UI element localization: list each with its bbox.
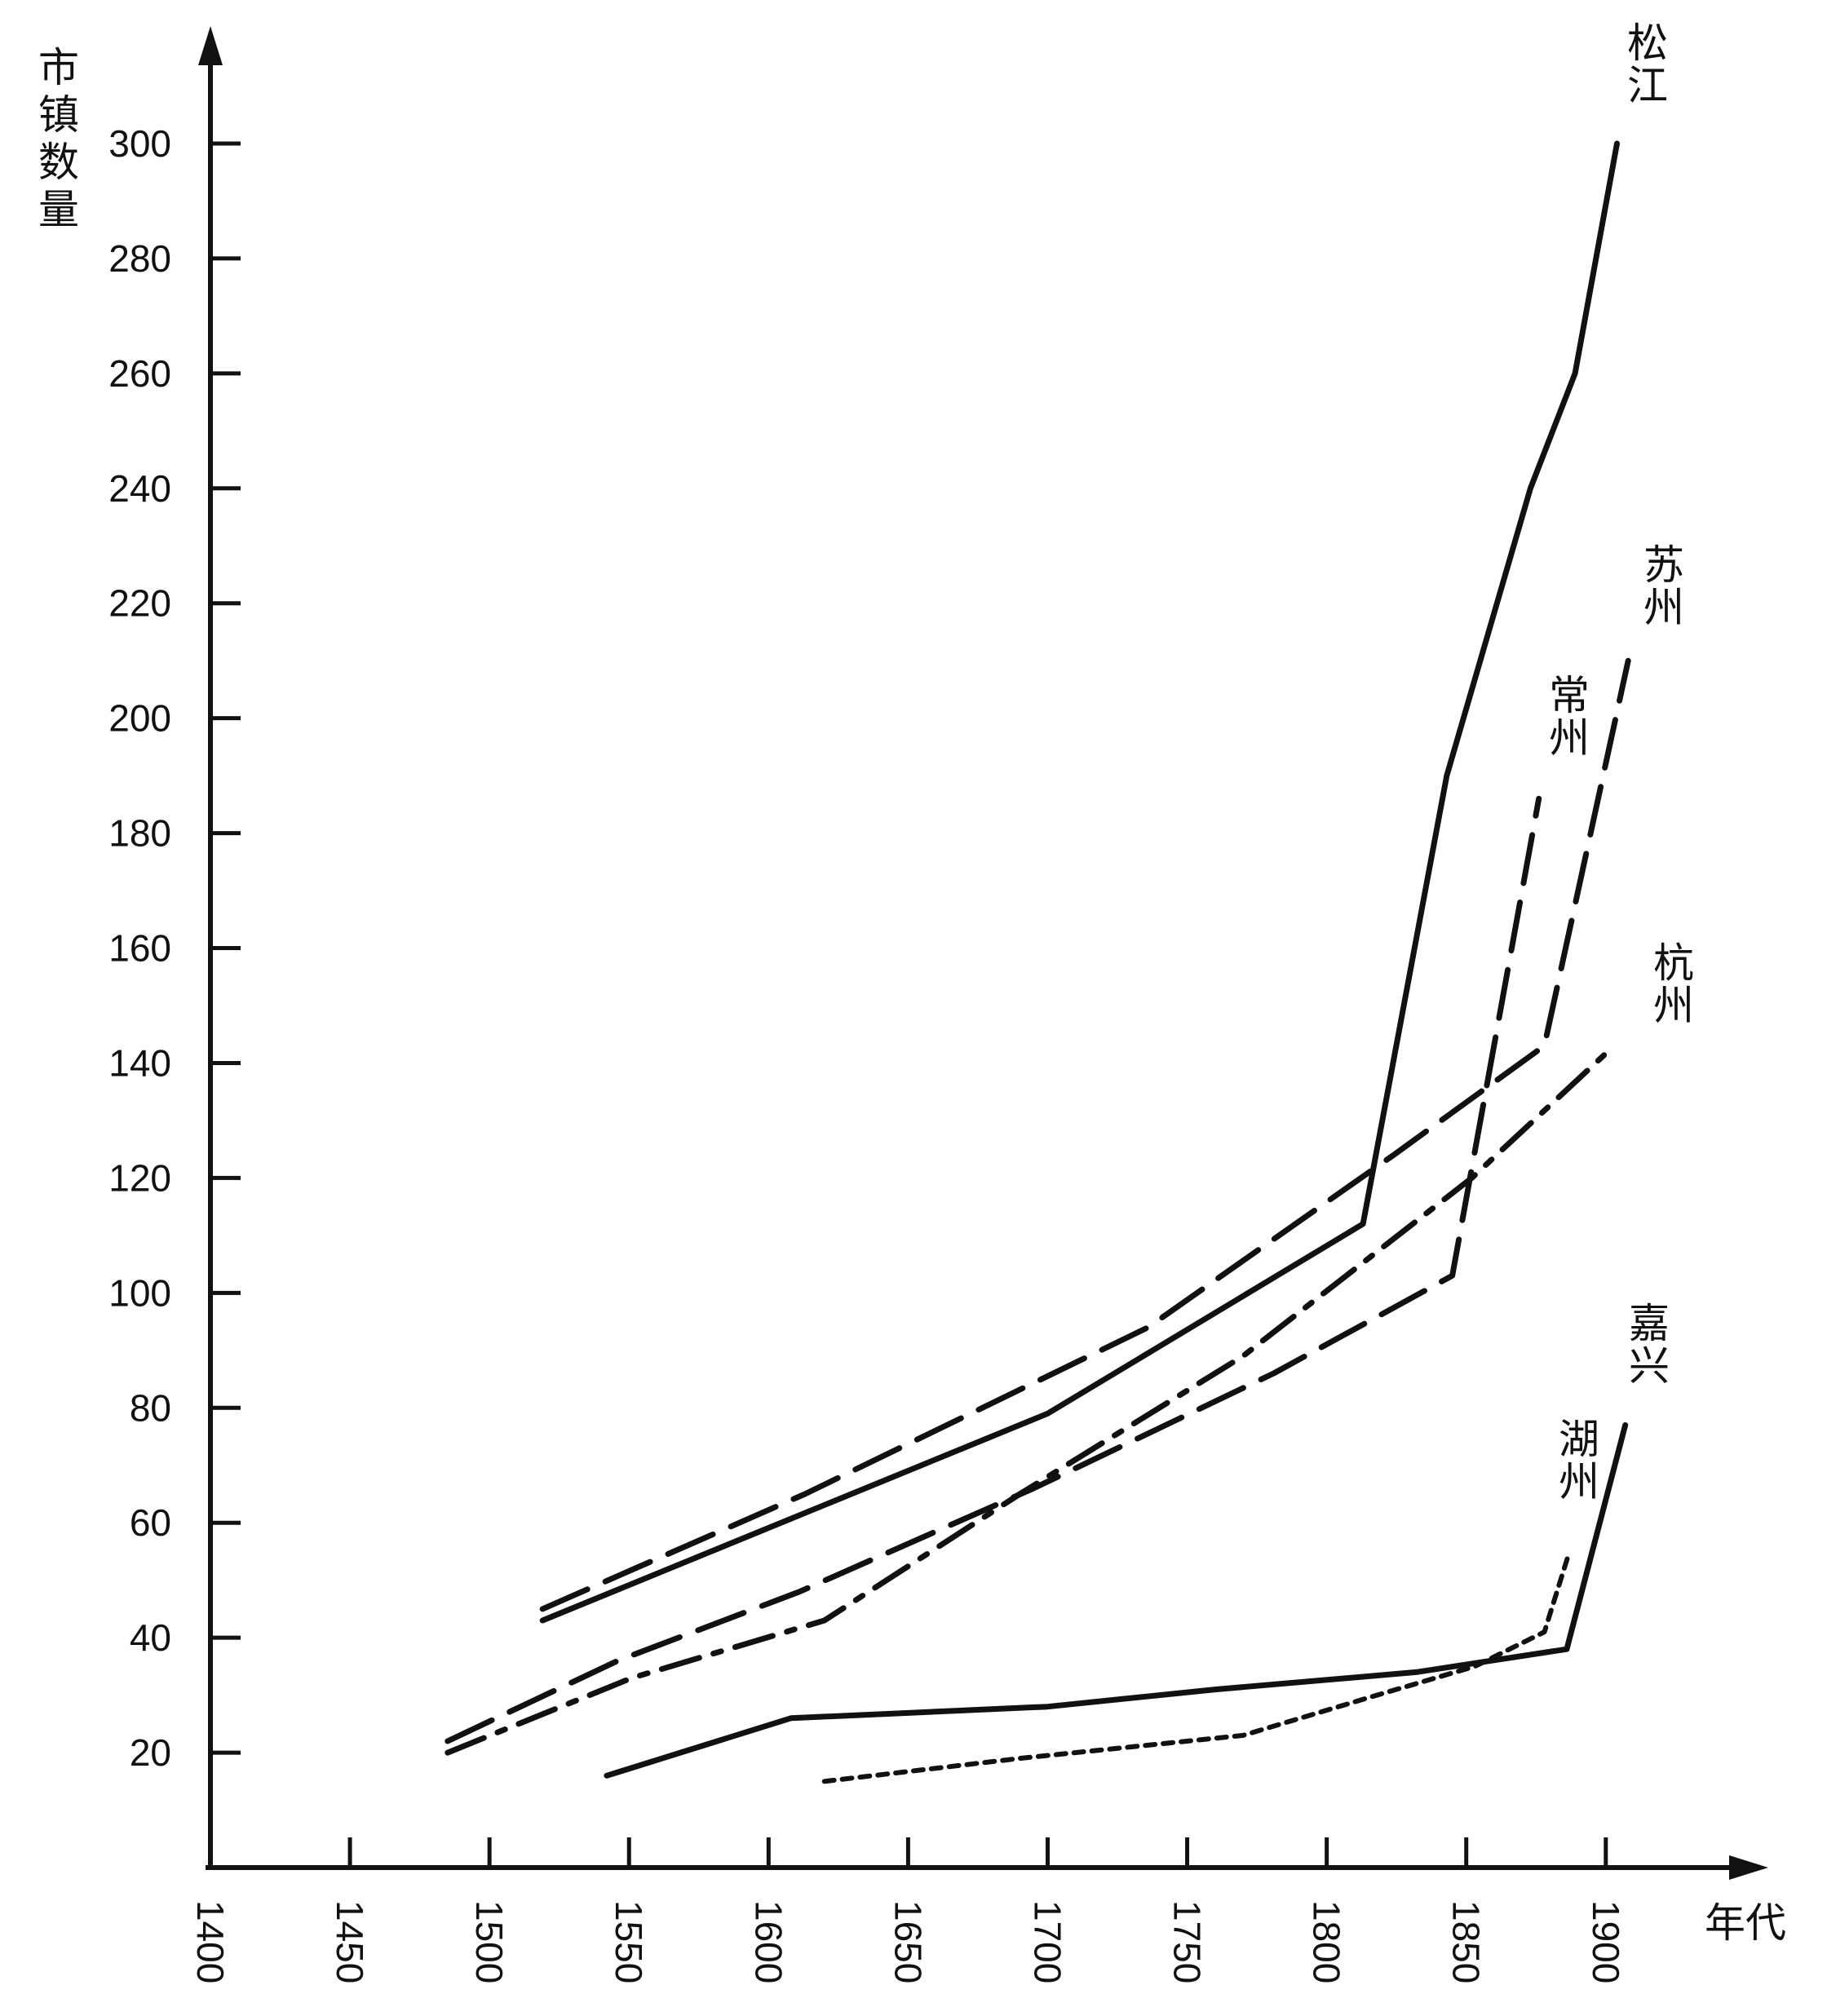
y-tick-label: 120	[108, 1156, 171, 1199]
series-label-1: 松江	[1627, 20, 1668, 108]
y-tick-label: 60	[130, 1501, 171, 1544]
series-label-6: 湖州	[1559, 1417, 1599, 1505]
series-line-1	[539, 140, 1620, 1624]
y-axis-arrow-icon	[198, 26, 223, 65]
y-tick-label: 20	[130, 1731, 171, 1774]
series-line-3	[445, 795, 1542, 1744]
series-line-5	[604, 1421, 1629, 1779]
series-layer	[445, 140, 1631, 1784]
y-tick-label: 200	[108, 697, 171, 740]
x-tick-label: 1500	[468, 1900, 511, 1983]
x-tick-label: 1800	[1306, 1900, 1348, 1983]
y-tick-label: 280	[108, 237, 171, 280]
x-ticks: 1400 1450 1500 1550 1600 1650 1700 1750 1800 1850…	[189, 1837, 1627, 1983]
y-tick-label: 300	[108, 122, 171, 165]
x-tick-label: 1750	[1166, 1900, 1209, 1983]
x-tick-label: 1450	[329, 1900, 371, 1983]
x-tick-label: 1700	[1026, 1900, 1068, 1983]
y-tick-label: 80	[130, 1386, 171, 1429]
x-tick-label: 1850	[1445, 1900, 1488, 1983]
y-tick-label: 160	[108, 927, 171, 970]
series-label-3: 常州	[1549, 673, 1590, 761]
axes	[198, 26, 1768, 1880]
x-tick-label: 1550	[608, 1900, 650, 1983]
x-tick-label: 1400	[189, 1900, 232, 1983]
x-tick-label: 1600	[747, 1900, 790, 1983]
y-tick-label: 140	[108, 1041, 171, 1084]
y-tick-label: 240	[108, 467, 171, 510]
y-axis-title: 市镇数量	[38, 45, 79, 232]
y-tick-label: 220	[108, 582, 171, 625]
series-line-4	[445, 1042, 1617, 1756]
series-line-2	[539, 657, 1631, 1612]
x-axis-arrow-icon	[1729, 1855, 1768, 1880]
x-axis-title: 年代	[1705, 1900, 1786, 1946]
y-ticks: 20 40 60 80 100 120 140 160 180 200 220 240 260 280 30…	[108, 122, 241, 1774]
y-tick-label: 100	[108, 1271, 171, 1314]
y-tick-label: 40	[130, 1616, 171, 1659]
x-tick-label: 1650	[887, 1900, 929, 1983]
series-label-2: 苏州	[1643, 542, 1684, 630]
series-label-4: 杭州	[1653, 940, 1694, 1028]
series-label-5: 嘉兴	[1629, 1301, 1670, 1389]
y-tick-label: 180	[108, 812, 171, 855]
y-tick-label: 260	[108, 352, 171, 395]
x-tick-label: 1900	[1585, 1900, 1627, 1983]
series-line-6	[821, 1549, 1573, 1784]
